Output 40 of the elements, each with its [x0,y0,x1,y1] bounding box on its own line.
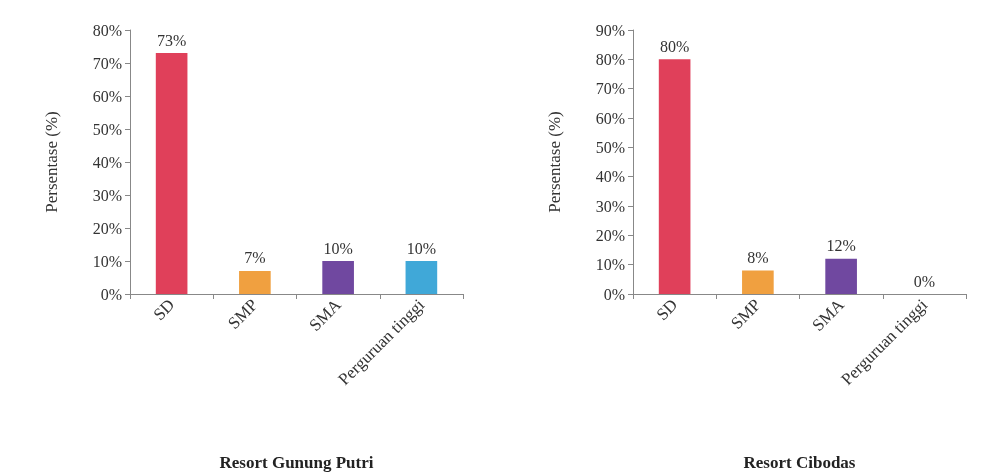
y-tick-label: 50% [595,138,625,156]
y-tick-label: 10% [595,256,625,274]
y-tick-label: 90% [595,21,625,39]
y-axis-title: Persentase (%) [545,111,564,213]
y-tick-label: 0% [100,285,122,303]
y-tick-label: 60% [595,109,625,127]
data-label: 12% [826,237,856,255]
y-tick-label: 50% [92,120,122,138]
bar [742,270,774,294]
bar [658,59,691,294]
data-label: 8% [747,249,769,267]
bar [322,261,354,294]
y-tick-label: 40% [92,153,122,171]
y-tick-label: 60% [92,87,122,105]
y-tick-label: 70% [92,54,122,72]
y-tick-label: 30% [595,197,625,215]
data-label: 10% [406,239,437,257]
y-tick-label: 40% [595,168,625,186]
y-axis-title: Persentase (%) [42,111,61,213]
y-tick-label: 20% [595,226,625,244]
x-tick-label: SD [652,295,682,325]
data-label: 10% [323,239,353,257]
bar [825,258,857,294]
bar [155,53,188,294]
y-tick-label: 10% [92,252,122,270]
data-label: 7% [244,249,266,267]
y-tick-label: 20% [92,219,122,237]
x-tick-label: SD [149,295,179,325]
bar [239,270,271,294]
y-tick-label: 80% [92,21,122,39]
data-label: 0% [913,272,936,290]
x-axis-title: Resort Gunung Putri [219,453,374,472]
y-tick-label: 80% [595,50,625,68]
data-label: 73% [156,31,187,49]
y-tick-label: 30% [92,186,122,204]
data-label: 80% [659,37,690,55]
y-tick-label: 70% [595,80,625,98]
x-axis-title: Resort Cibodas [743,453,856,472]
y-tick-label: 0% [603,285,625,303]
bar [405,261,438,294]
